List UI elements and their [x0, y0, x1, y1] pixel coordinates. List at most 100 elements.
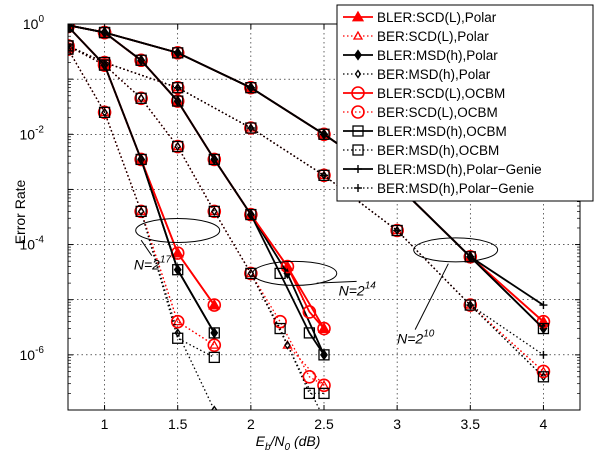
data-point	[172, 95, 184, 107]
y-tick-exponent: -2	[35, 124, 44, 135]
data-point	[390, 223, 404, 238]
legend-entry: BLER:MSD(h),OCBM	[343, 124, 507, 139]
data-point	[463, 298, 478, 312]
data-point	[208, 205, 220, 218]
data-point	[538, 366, 549, 376]
x-tick-label: 2	[247, 416, 255, 432]
annotation-label: N=210	[397, 329, 435, 347]
data-point	[537, 371, 550, 383]
data-point	[137, 206, 145, 217]
data-point	[68, 24, 72, 30]
data-point	[464, 251, 476, 263]
annotation-arrow	[140, 239, 153, 256]
data-point	[245, 122, 257, 134]
legend-marker	[351, 105, 365, 119]
legend-label: BER:MSD(h),Polar−Genie	[377, 181, 534, 196]
data-point	[537, 322, 550, 335]
data-point	[244, 80, 258, 95]
legend-entry: BLER:MSD(h),Polar	[343, 48, 498, 63]
legend-marker	[351, 10, 365, 22]
legend-marker	[352, 30, 364, 40]
data-point	[536, 364, 551, 379]
data-point	[97, 58, 112, 72]
data-point	[170, 46, 185, 60]
annotation-base: N=2	[134, 257, 160, 273]
data-point	[211, 405, 218, 410]
data-point	[274, 322, 286, 335]
legend-entry: BER:MSD(h),OCBM	[343, 143, 499, 158]
series-line	[68, 25, 216, 334]
series-line	[68, 45, 544, 356]
data-point	[172, 316, 183, 326]
data-point	[245, 267, 257, 280]
data-point	[208, 351, 220, 364]
series-line	[68, 48, 215, 358]
x-axis-label: Eb/N0 (dB)	[256, 433, 321, 453]
data-point	[68, 24, 74, 31]
data-point	[318, 349, 330, 361]
data-point	[539, 350, 548, 359]
data-point	[539, 301, 548, 310]
legend-marker	[354, 49, 362, 61]
data-point	[208, 153, 220, 166]
data-point	[170, 80, 185, 95]
data-point	[173, 83, 182, 92]
legend-entry: BER:MSD(h),Polar	[343, 67, 491, 82]
annotation-ellipse	[413, 237, 499, 263]
data-point	[208, 327, 220, 339]
data-point	[393, 226, 402, 235]
data-point	[318, 128, 330, 140]
data-point	[134, 53, 148, 68]
legend-label: BLER:SCD(L),Polar	[377, 10, 497, 25]
x-tick-label: 4	[540, 416, 548, 432]
data-point	[135, 153, 147, 166]
data-point	[172, 140, 184, 153]
data-point	[244, 266, 258, 281]
annotation-exponent: 17	[160, 255, 172, 266]
legend-entry: BLER:SCD(L),OCBM	[343, 86, 505, 101]
annotation-base: N=2	[339, 282, 365, 298]
data-point	[303, 387, 316, 400]
data-point	[172, 264, 184, 276]
data-point	[244, 121, 258, 135]
y-tick-exponent: -6	[35, 345, 44, 356]
y-tick-label: 10-2	[20, 124, 45, 142]
x-tick-label: 1	[101, 416, 109, 432]
legend-entry: BER:MSD(h),Polar−Genie	[343, 181, 534, 196]
data-point	[97, 105, 112, 120]
data-point	[246, 83, 255, 92]
data-point	[170, 94, 185, 108]
data-point	[135, 205, 147, 218]
plot-series	[68, 24, 551, 410]
data-point	[134, 91, 148, 106]
data-point	[463, 250, 478, 264]
legend-label: BLER:MSD(h),Polar	[377, 48, 498, 63]
data-point	[317, 321, 331, 336]
annotation-arrow	[414, 263, 449, 330]
data-point	[211, 206, 218, 217]
data-point	[274, 267, 286, 280]
data-point	[318, 169, 330, 182]
data-point	[466, 252, 475, 261]
legend-entry: BER:SCD(L),OCBM	[343, 105, 498, 120]
y-tick-exponent: 0	[38, 14, 44, 25]
x-tick-label: 3	[393, 416, 401, 432]
data-point	[318, 387, 330, 400]
data-point	[245, 208, 257, 221]
data-point	[134, 204, 148, 219]
annotation-arrow	[316, 280, 357, 284]
data-point	[273, 314, 287, 329]
y-tick-base: 10	[20, 126, 36, 142]
legend-entry: BER:SCD(L),Polar	[343, 29, 489, 44]
y-tick-base: 10	[23, 16, 39, 32]
x-axis-label-unit: (dB)	[290, 433, 320, 449]
data-point	[68, 39, 75, 53]
x-axis-label-mid: /N	[270, 433, 286, 449]
annotation-ellipse	[252, 260, 338, 286]
annotation-exponent: 14	[365, 280, 377, 291]
legend-marker	[352, 125, 364, 137]
plot-area	[68, 24, 551, 410]
legend-label: BLER:SCD(L),OCBM	[377, 86, 505, 101]
